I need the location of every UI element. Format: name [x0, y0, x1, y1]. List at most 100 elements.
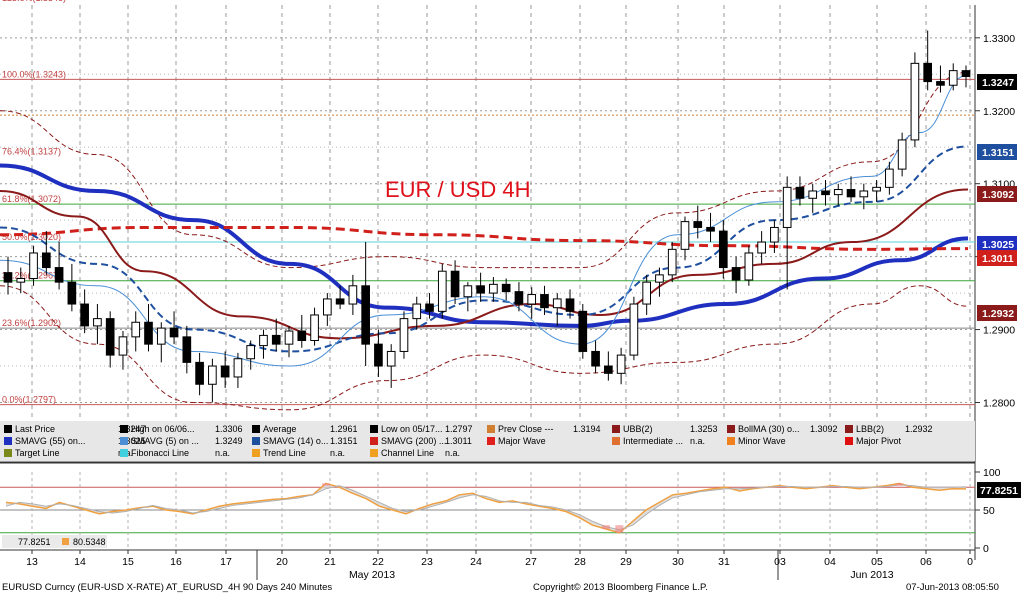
legend-label: Channel Line: [381, 448, 435, 458]
candle-body: [795, 186, 805, 199]
candle-body: [936, 81, 945, 86]
osc-legend-bg: [2, 535, 107, 548]
legend-label: LBB(2): [856, 424, 885, 434]
legend-item: Target Line: [4, 448, 60, 459]
candle-body: [259, 334, 268, 347]
oversold-shade: [615, 525, 624, 533]
candle-body: [565, 298, 575, 312]
candle-body: [744, 252, 754, 281]
price-tag-label: 1.3092: [982, 189, 1014, 201]
fib-level-label: 100.0%(1.3243): [2, 69, 66, 79]
footer-timestamp: 07-Jun-2013 08:05:50: [906, 582, 999, 593]
x-tick-label: 23: [421, 556, 433, 568]
legend-value: 1.2961: [330, 424, 358, 434]
average-icon: [252, 425, 260, 433]
legend-value: 1.3247: [118, 424, 146, 434]
candle-body: [642, 281, 651, 305]
x-tick-label: 03: [774, 556, 786, 568]
series-line: [0, 145, 969, 353]
x-tick-label: 21: [324, 556, 336, 568]
candle-body: [770, 226, 779, 243]
square-icon: [252, 449, 260, 457]
legend-value: 1.3011: [445, 436, 472, 446]
high-icon: [120, 425, 128, 433]
square-icon: [727, 425, 735, 433]
candle-body: [208, 365, 217, 385]
y-tick-label: 1.2800: [983, 397, 1015, 409]
square-icon: [487, 437, 495, 445]
candle-body: [450, 270, 460, 298]
legend-item: Last Price: [4, 424, 55, 435]
candle-body: [552, 298, 562, 309]
candle-body: [169, 327, 179, 338]
candle-body: [361, 285, 370, 345]
candle-body: [425, 303, 434, 312]
candle-body: [271, 334, 281, 345]
fib-level-label: 50.0%(1.3020): [2, 232, 61, 242]
osc-y-tick-label: 0: [983, 543, 989, 555]
x-tick-label: 16: [170, 556, 182, 568]
candle-body: [182, 336, 192, 363]
legend-value: 1.3306: [215, 424, 243, 434]
price-tag: [977, 144, 1017, 160]
candle-body: [757, 241, 766, 254]
candle-body: [54, 267, 64, 283]
candle-body: [246, 345, 256, 360]
candle-body: [16, 278, 26, 283]
candle-body: [297, 330, 307, 342]
candle-body: [41, 252, 51, 269]
y-tick-label: 1.3200: [983, 106, 1015, 118]
x-tick-label: 13: [26, 556, 38, 568]
legend-label: Trend Line: [263, 448, 306, 458]
price-tag: [977, 186, 1017, 202]
oversold-shade: [602, 525, 610, 529]
fib-level-label: 76.4%(1.3137): [2, 147, 61, 157]
footer-copyright: Copyright© 2013 Bloomberg Finance L.P.: [533, 582, 708, 593]
legend-value: 1.3092: [810, 424, 838, 434]
candle-body: [616, 354, 626, 374]
fib-level-label: 23.6%(1.2902): [2, 318, 61, 328]
legend-item: SMAVG (5) on ...: [120, 436, 199, 447]
square-icon: [487, 425, 495, 433]
square-icon: [370, 449, 378, 457]
legend-item: SMAVG (200) ...: [370, 436, 446, 447]
price-tag-label: 1.3011: [982, 253, 1014, 265]
candle-body: [859, 190, 869, 198]
square-icon: [4, 437, 12, 445]
candle-body: [29, 252, 38, 280]
x-tick-label: 0: [967, 556, 973, 568]
legend-item: BollMA (30) o...: [727, 424, 800, 435]
candle-body: [399, 318, 409, 352]
candle-body: [948, 70, 958, 86]
series-line: [0, 188, 969, 340]
legend-item: UBB(2): [612, 424, 653, 435]
x-tick-label: 05: [871, 556, 883, 568]
legend-label: UBB(2): [623, 424, 653, 434]
candle-body: [578, 310, 588, 352]
price-tag-label: 1.2932: [982, 308, 1014, 320]
series-line: [0, 163, 969, 328]
candle-body: [323, 298, 332, 316]
legend-item: Prev Close ---: [487, 424, 554, 435]
line-icon: [252, 437, 260, 445]
legend-value: 1.2932: [905, 424, 933, 434]
x-tick-label: 14: [74, 556, 86, 568]
legend-value: n.a.: [445, 448, 461, 458]
candle-body: [310, 314, 319, 342]
legend-label: Fibonacci Line: [131, 448, 190, 458]
candle-body: [667, 248, 677, 276]
legend-item: Major Wave: [487, 436, 546, 447]
price-tag: [977, 250, 1017, 266]
candle-body: [693, 221, 703, 228]
price-tag-label: 1.3025: [982, 239, 1014, 251]
candle-body: [655, 274, 664, 283]
x-group-label: May 2013: [349, 569, 395, 581]
price-tag: [977, 236, 1017, 252]
x-tick-label: 27: [525, 556, 537, 568]
candle-body: [846, 189, 856, 198]
x-tick-label: 17: [220, 556, 232, 568]
x-tick-label: 15: [122, 556, 134, 568]
chart-title: EUR / USD 4H: [385, 177, 530, 202]
candle-body: [501, 283, 511, 293]
candle-body: [961, 70, 971, 77]
